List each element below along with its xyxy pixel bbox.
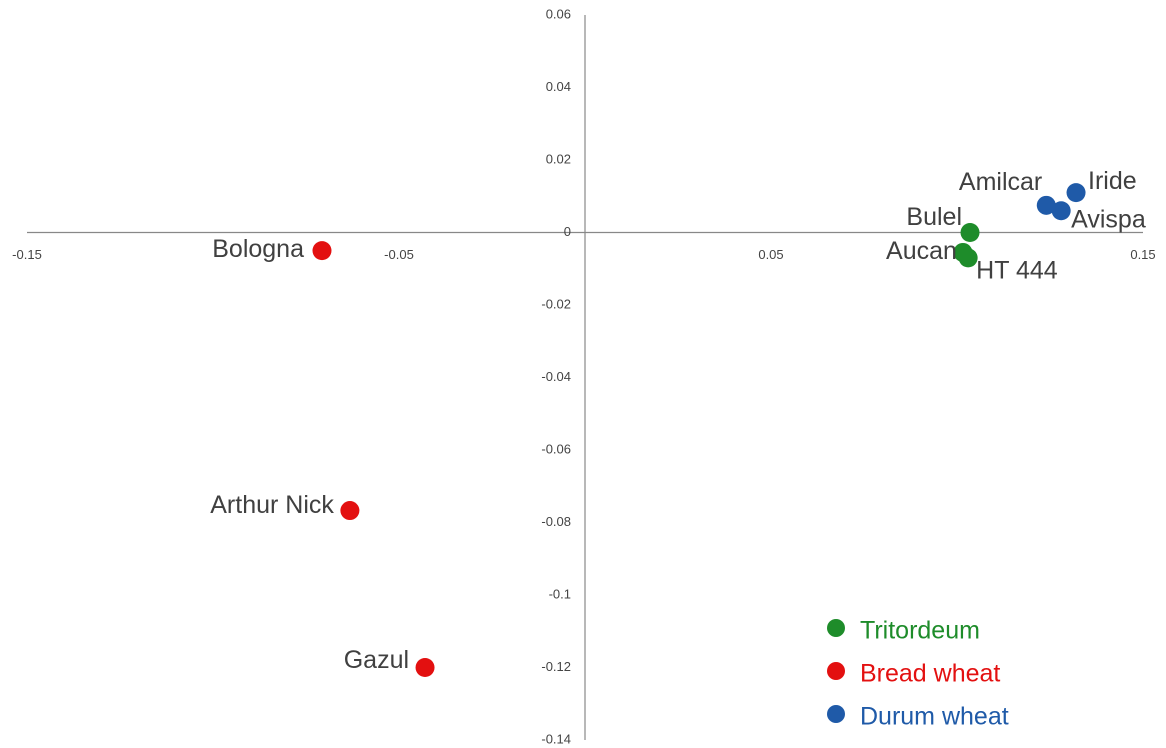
x-tick-label: 0.05 (758, 247, 783, 262)
y-tick-label: 0.04 (546, 79, 571, 94)
legend-marker (827, 662, 845, 680)
point-label: Bulel (906, 203, 962, 231)
legend-marker (827, 705, 845, 723)
point (1036, 195, 1056, 215)
y-tick-label: -0.1 (549, 586, 571, 601)
point-label: Arthur Nick (210, 491, 334, 519)
x-tick-label: -0.15 (12, 247, 42, 262)
point (1066, 183, 1086, 203)
x-tick-label: -0.05 (384, 247, 414, 262)
legend-label: Durum wheat (860, 703, 1009, 731)
y-tick-label: -0.06 (541, 441, 571, 456)
y-tick-label: -0.02 (541, 296, 571, 311)
y-tick-label: -0.08 (541, 514, 571, 529)
point (312, 241, 332, 261)
point (958, 248, 978, 268)
point-label: HT 444 (976, 256, 1058, 284)
y-tick-label: -0.04 (541, 369, 571, 384)
y-tick-label: 0.06 (546, 6, 571, 21)
y-tick-label: -0.14 (541, 731, 571, 746)
y-tick-label: 0 (564, 224, 571, 239)
point-label: Amilcar (959, 168, 1042, 196)
point-label: Iride (1088, 167, 1137, 195)
point (960, 223, 980, 242)
legend-label: Bread wheat (860, 660, 1000, 688)
x-tick-label: 0.15 (1130, 247, 1155, 262)
point-label: Avispa (1071, 205, 1146, 233)
point (340, 501, 360, 521)
point-label: Aucan (886, 237, 957, 265)
point (1051, 201, 1071, 221)
point (415, 658, 435, 677)
point-label: Bologna (212, 235, 304, 263)
legend-marker (827, 619, 845, 637)
y-tick-label: 0.02 (546, 151, 571, 166)
legend-label: Tritordeum (860, 617, 980, 645)
point-label: Gazul (344, 646, 409, 674)
y-tick-label: -0.12 (541, 659, 571, 674)
